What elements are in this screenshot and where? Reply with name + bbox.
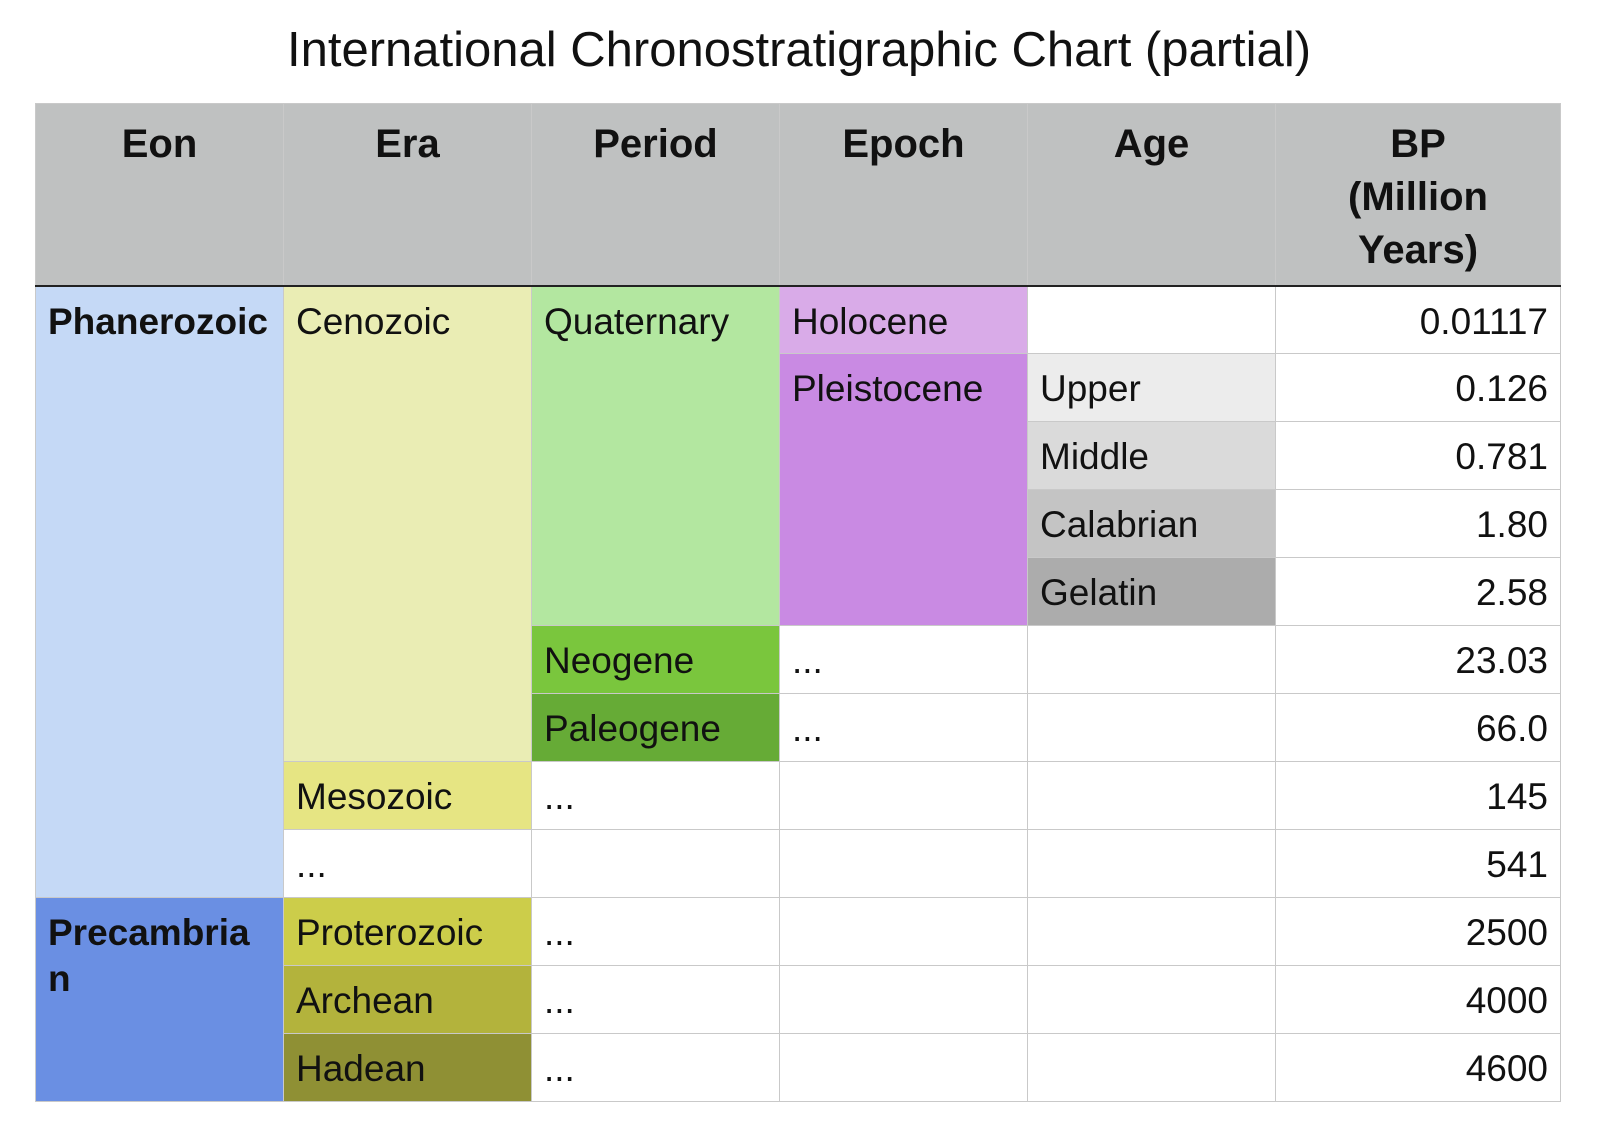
epoch-holocene: Holocene <box>779 285 1028 354</box>
period-paleogene: Paleogene <box>531 693 780 762</box>
age-calabrian: Calabrian <box>1027 489 1276 558</box>
epoch-ellipsis: ... <box>779 693 1028 762</box>
table-row: Paleogene ... 66.0 <box>36 693 1561 762</box>
epoch-empty <box>779 965 1028 1034</box>
header-bp-line3: Years) <box>1357 228 1479 272</box>
eon-precambrian: Precambrian <box>35 897 284 1102</box>
bp-value: 2.58 <box>1275 557 1561 626</box>
period-ellipsis: ... <box>531 761 780 830</box>
header-row: Eon Era Period Epoch Age BP (Million Yea… <box>35 103 1561 287</box>
age-empty <box>1027 625 1276 694</box>
table-row: Hadean ... 4600 <box>36 1033 1561 1102</box>
age-empty <box>1027 1033 1276 1102</box>
age-empty <box>1027 829 1276 898</box>
header-bp: BP (Million Years) <box>1275 103 1561 287</box>
age-middle: Middle <box>1027 421 1276 490</box>
bp-value: 0.781 <box>1275 421 1561 490</box>
era-archean: Archean <box>283 965 532 1034</box>
table-row: Archean ... 4000 <box>36 965 1561 1034</box>
epoch-pleistocene: Pleistocene <box>779 353 1028 626</box>
period-quaternary: Quaternary <box>531 285 780 626</box>
header-bp-line2: (Million <box>1348 175 1488 219</box>
bp-value: 145 <box>1275 761 1561 830</box>
age-gelatin: Gelatin <box>1027 557 1276 626</box>
period-ellipsis: ... <box>531 1033 780 1102</box>
bp-value: 0.01117 <box>1275 285 1561 354</box>
age-empty <box>1027 965 1276 1034</box>
era-ellipsis: ... <box>283 829 532 898</box>
epoch-empty <box>779 1033 1028 1102</box>
header-era: Era <box>283 103 532 287</box>
epoch-empty <box>779 829 1028 898</box>
header-epoch: Epoch <box>779 103 1028 287</box>
table-row: Precambrian Proterozoic ... 2500 <box>35 897 1561 1102</box>
era-mesozoic: Mesozoic <box>283 761 532 830</box>
table-row: Phanerozoic Cenozoic Quaternary Holocene… <box>35 285 1561 898</box>
era-hadean: Hadean <box>283 1033 532 1102</box>
table-row: Neogene ... 23.03 <box>36 625 1561 694</box>
chronostratigraphic-table: Eon Era Period Epoch Age BP (Million Yea… <box>35 103 1561 1102</box>
table-row: Mesozoic ... 145 <box>36 761 1561 830</box>
header-bp-line1: BP <box>1390 122 1446 166</box>
age-empty <box>1027 693 1276 762</box>
bp-value: 541 <box>1275 829 1561 898</box>
bp-value: 66.0 <box>1275 693 1561 762</box>
bp-value: 23.03 <box>1275 625 1561 694</box>
bp-value: 1.80 <box>1275 489 1561 558</box>
table-row: Calabrian 1.80 <box>36 489 1561 558</box>
age-empty <box>1027 761 1276 830</box>
header-eon: Eon <box>35 103 284 287</box>
table-row: Middle 0.781 <box>36 421 1561 490</box>
table-row: Pleistocene Upper 0.126 <box>36 353 1561 626</box>
age-empty <box>1027 285 1276 354</box>
chart-title: International Chronostratigraphic Chart … <box>286 23 1312 77</box>
table-row: ... 541 <box>36 829 1561 898</box>
epoch-empty <box>779 897 1028 966</box>
bp-value: 2500 <box>1275 897 1561 966</box>
age-upper: Upper <box>1027 353 1276 422</box>
header-period: Period <box>531 103 780 287</box>
eon-phanerozoic: Phanerozoic <box>35 285 284 898</box>
bp-value: 4000 <box>1275 965 1561 1034</box>
epoch-empty <box>779 761 1028 830</box>
epoch-ellipsis: ... <box>779 625 1028 694</box>
era-proterozoic: Proterozoic <box>283 897 532 966</box>
header-age: Age <box>1027 103 1276 287</box>
period-ellipsis: ... <box>531 897 780 966</box>
era-cenozoic: Cenozoic <box>283 285 532 762</box>
bp-value: 4600 <box>1275 1033 1561 1102</box>
bp-value: 0.126 <box>1275 353 1561 422</box>
age-empty <box>1027 897 1276 966</box>
period-ellipsis: ... <box>531 965 780 1034</box>
period-empty <box>531 829 780 898</box>
period-neogene: Neogene <box>531 625 780 694</box>
